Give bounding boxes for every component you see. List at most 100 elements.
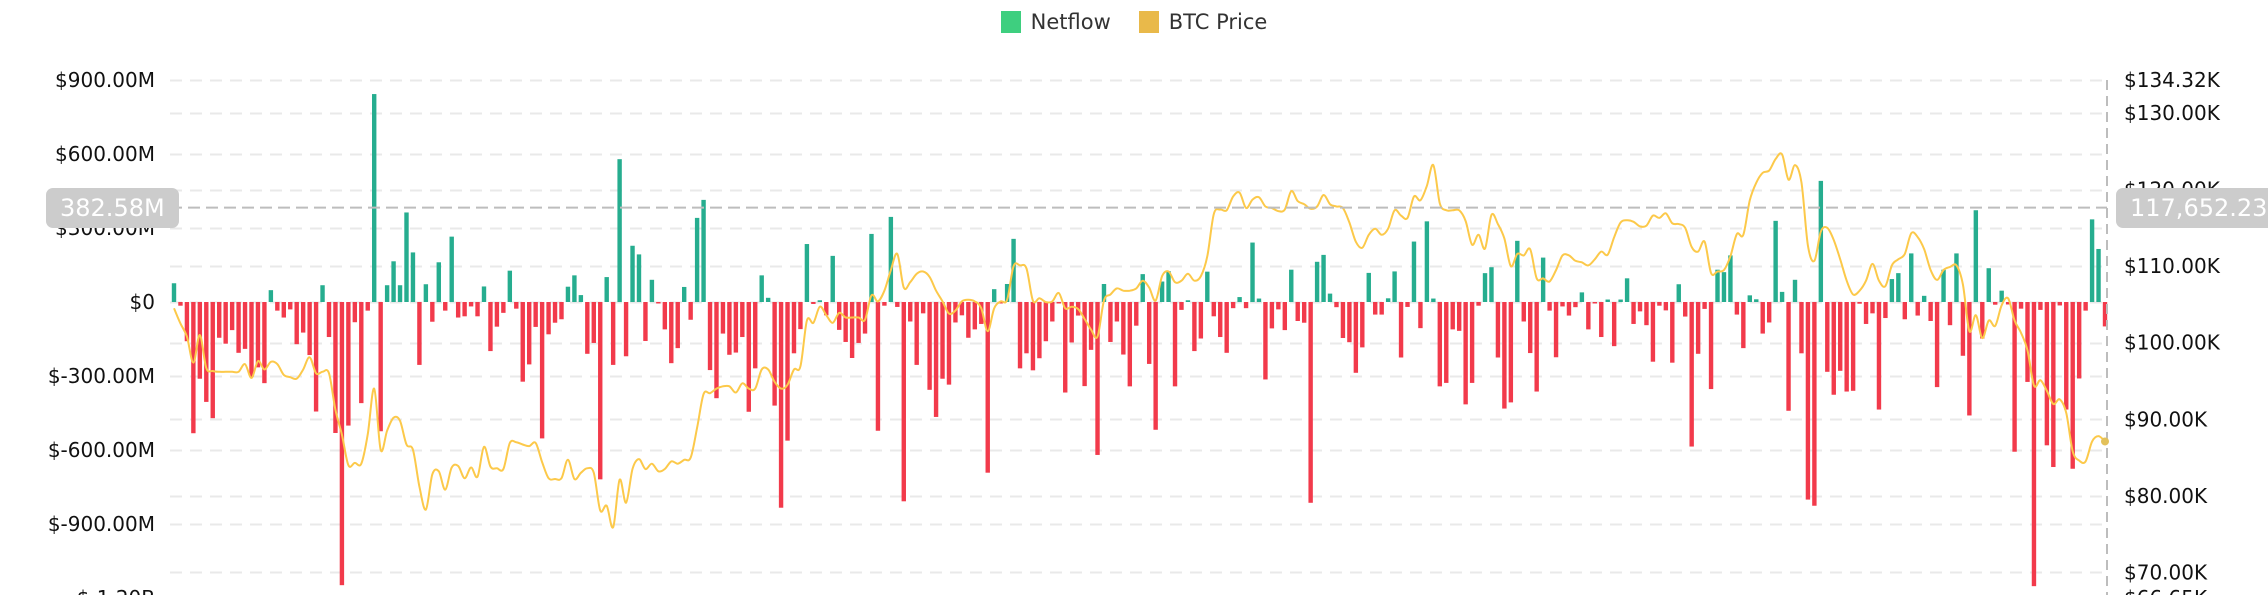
- netflow-bar-negative: [785, 302, 790, 441]
- netflow-bar-negative: [1670, 302, 1675, 363]
- netflow-bar-positive: [1779, 291, 1785, 302]
- netflow-bar-positive: [1605, 299, 1610, 302]
- netflow-bar-negative: [1741, 302, 1746, 349]
- netflow-bar-negative: [720, 302, 726, 334]
- netflow-bar-negative: [300, 302, 306, 333]
- netflow-bar-negative: [1967, 302, 1972, 416]
- netflow-bar-negative: [811, 302, 816, 304]
- netflow-bar-negative: [591, 302, 596, 343]
- netflow-bar-positive: [1411, 241, 1417, 302]
- netflow-bar-negative: [1069, 302, 1074, 343]
- netflow-bar-negative: [488, 302, 493, 352]
- netflow-bar-negative: [1043, 302, 1049, 342]
- netflow-bar-negative: [210, 302, 215, 419]
- netflow-bar-positive: [1921, 295, 1927, 302]
- netflow-bar-negative: [798, 302, 803, 330]
- netflow-bar-negative: [1030, 302, 1036, 371]
- netflow-bar-negative: [966, 302, 971, 338]
- netflow-bar-negative: [514, 302, 519, 309]
- netflow-bar-negative: [1088, 302, 1094, 350]
- netflow-bar-negative: [979, 302, 984, 324]
- netflow-bar-negative: [727, 302, 732, 355]
- netflow-bar-positive: [481, 286, 487, 302]
- netflow-bar-positive: [320, 285, 325, 302]
- netflow-bar-negative: [895, 302, 900, 307]
- right-axis-tick-label: $130.00K: [2124, 101, 2221, 125]
- netflow-bar-negative: [326, 302, 332, 338]
- netflow-bar-negative: [223, 302, 228, 344]
- netflow-bar-negative: [1838, 302, 1843, 371]
- netflow-bar-negative: [1883, 302, 1888, 319]
- netflow-bar-negative: [527, 302, 532, 365]
- netflow-bar-positive: [701, 199, 706, 302]
- netflow-bar-positive: [1392, 271, 1397, 302]
- gridlines: [170, 79, 2107, 574]
- netflow-bar-negative: [908, 302, 913, 322]
- netflow-bar-negative: [998, 302, 1003, 304]
- netflow-bar-positive: [507, 270, 513, 302]
- btc-price-line: [173, 152, 2106, 529]
- netflow-bar-negative: [242, 302, 248, 349]
- netflow-bar-positive: [1101, 283, 1107, 302]
- netflow-bar-positive: [649, 279, 655, 302]
- netflow-bar-positive: [1747, 295, 1752, 302]
- netflow-bar-negative: [1024, 302, 1029, 354]
- left-axis-tick-label: $-1.20B: [77, 586, 155, 595]
- netflow-bar-negative: [2005, 302, 2011, 305]
- netflow-bar-negative: [2051, 302, 2056, 468]
- netflow-bar-positive: [1011, 238, 1016, 302]
- netflow-bar-negative: [927, 302, 932, 390]
- netflow-bar-negative: [707, 302, 713, 371]
- netflow-bar-negative: [1766, 302, 1772, 323]
- netflow-bar-negative: [1153, 302, 1158, 430]
- netflow-bar-negative: [1650, 302, 1656, 362]
- netflow-bar-negative: [352, 302, 358, 323]
- netflow-bar-negative: [455, 302, 461, 318]
- netflow-bar-positive: [1385, 298, 1391, 302]
- netflow-bar-positive: [1540, 257, 1546, 302]
- netflow-bar-positive: [423, 284, 429, 302]
- netflow-bar-negative: [1960, 302, 1966, 356]
- netflow-bar-positive: [1818, 180, 1824, 302]
- netflow-bar-negative: [1198, 302, 1204, 339]
- left-axis-tick-label: $600.00M: [55, 142, 155, 166]
- right-axis-tick-label: $70.00K: [2124, 560, 2208, 584]
- netflow-bar-negative: [1825, 302, 1830, 372]
- right-axis-ticks: $134.32K$130.00K$120.00K$110.00K$100.00K…: [2124, 68, 2221, 595]
- netflow-bar-positive: [1896, 273, 1901, 302]
- netflow-bar-negative: [430, 302, 435, 322]
- netflow-bar-negative: [1844, 302, 1849, 392]
- netflow-bar-negative: [1282, 302, 1288, 331]
- netflow-bar-negative: [1017, 302, 1023, 369]
- netflow-bar-positive: [1159, 281, 1165, 302]
- netflow-bar-negative: [959, 302, 965, 316]
- netflow-bar-negative: [520, 302, 525, 382]
- legend-item-netflow[interactable]: Netflow: [1000, 10, 1111, 34]
- netflow-bar-positive: [830, 255, 835, 302]
- netflow-bar-negative: [1683, 302, 1688, 317]
- legend-label-btc-price: BTC Price: [1168, 10, 1268, 34]
- netflow-bar-negative: [1437, 302, 1443, 387]
- netflow-bar-negative: [1456, 302, 1462, 331]
- netflow-bar-negative: [1934, 302, 1940, 388]
- netflow-bar-negative: [236, 302, 241, 353]
- netflow-bar-negative: [191, 302, 196, 434]
- netflow-bar-negative: [1870, 302, 1875, 314]
- netflow-bar-negative: [1295, 302, 1300, 321]
- netflow-bar-negative: [1993, 302, 1998, 305]
- netflow-bar-negative: [1243, 302, 1249, 309]
- netflow-bar-negative: [1850, 302, 1856, 391]
- netflow-bar-positive: [1624, 278, 1630, 302]
- netflow-bar-positive: [804, 244, 810, 302]
- netflow-bar-negative: [714, 302, 719, 399]
- netflow-bar-negative: [275, 302, 280, 311]
- left-axis-tick-label: $-900.00M: [48, 512, 155, 536]
- netflow-bar-positive: [888, 216, 894, 302]
- netflow-bar-positive: [681, 286, 687, 302]
- left-axis-tick-label: $900.00M: [55, 68, 155, 92]
- netflow-bar-negative: [1353, 302, 1359, 373]
- netflow-bar-negative: [378, 302, 383, 432]
- netflow-bar-positive: [572, 275, 577, 302]
- legend-item-btc-price[interactable]: BTC Price: [1138, 10, 1268, 34]
